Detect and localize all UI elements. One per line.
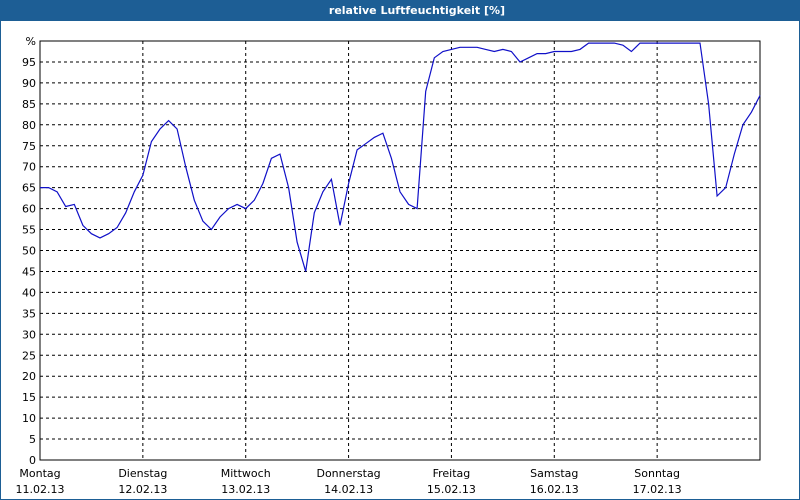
y-tick-label: 65 xyxy=(22,182,36,195)
x-tick-label: Sonntag xyxy=(634,467,680,480)
x-tick-date: 14.02.13 xyxy=(324,483,373,496)
y-tick-label: % xyxy=(26,35,36,48)
y-tick-label: 0 xyxy=(29,454,36,467)
data-line xyxy=(40,42,761,272)
y-tick-label: 80 xyxy=(22,119,36,132)
y-tick-label: 60 xyxy=(22,203,36,216)
x-tick-date: 11.02.13 xyxy=(16,483,65,496)
chart-title: relative Luftfeuchtigkeit [%] xyxy=(329,4,505,17)
y-tick-label: 15 xyxy=(22,391,36,404)
y-tick-label: 35 xyxy=(22,307,36,320)
y-tick-label: 95 xyxy=(22,56,36,69)
y-tick-label: 25 xyxy=(22,349,36,362)
x-tick-label: Samstag xyxy=(530,467,578,480)
x-tick-label: Dienstag xyxy=(118,467,167,480)
x-tick-date: 16.02.13 xyxy=(530,483,579,496)
x-tick-date: 15.02.13 xyxy=(427,483,476,496)
y-tick-label: 70 xyxy=(22,161,36,174)
y-tick-label: 75 xyxy=(22,140,36,153)
x-tick-date: 17.02.13 xyxy=(633,483,682,496)
x-tick-label: Freitag xyxy=(433,467,471,480)
x-tick-label: Donnerstag xyxy=(316,467,380,480)
y-tick-label: 85 xyxy=(22,98,36,111)
x-tick-label: Mittwoch xyxy=(221,467,271,480)
x-tick-date: 12.02.13 xyxy=(118,483,167,496)
y-tick-label: 5 xyxy=(29,433,36,446)
y-tick-label: 20 xyxy=(22,370,36,383)
y-tick-label: 55 xyxy=(22,224,36,237)
y-tick-label: 50 xyxy=(22,245,36,258)
title-bar xyxy=(0,0,800,21)
y-tick-label: 40 xyxy=(22,286,36,299)
x-tick-date: 13.02.13 xyxy=(221,483,270,496)
y-tick-label: 45 xyxy=(22,265,36,278)
y-tick-label: 30 xyxy=(22,328,36,341)
y-tick-label: 10 xyxy=(22,412,36,425)
y-tick-label: 90 xyxy=(22,77,36,90)
x-tick-label: Montag xyxy=(19,467,60,480)
